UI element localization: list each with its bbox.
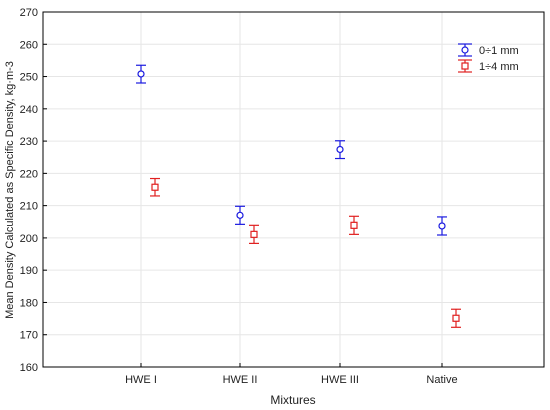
y-tick-label: 220 — [20, 168, 38, 180]
data-point-circle — [336, 145, 344, 154]
legend-item-0: 0÷1 mm — [458, 43, 519, 57]
y-tick-label: 250 — [20, 72, 38, 84]
x-tick-label: Native — [426, 374, 457, 386]
legend-label: 1÷4 mm — [479, 61, 519, 73]
y-tick-label: 240 — [20, 104, 38, 116]
legend-marker-square — [461, 62, 469, 70]
data-point-square — [151, 183, 159, 191]
y-axis-title: Mean Density Calculated as Specific Dens… — [4, 61, 16, 319]
y-tick-label: 180 — [20, 297, 38, 309]
y-tick-label: 170 — [20, 330, 38, 342]
series-1 — [150, 177, 461, 328]
legend-item-1: 1÷4 mm — [458, 59, 519, 73]
y-tick-label: 210 — [20, 201, 38, 213]
y-tick-label: 230 — [20, 136, 38, 148]
x-tick-label: HWE III — [321, 374, 359, 386]
data-point-square — [350, 221, 358, 229]
x-tick-label: HWE I — [125, 374, 157, 386]
x-tick-label: HWE II — [223, 374, 258, 386]
x-axis-ticks: HWE I HWE II HWE III Native — [125, 363, 458, 386]
data-point-circle — [438, 222, 446, 230]
data-marks — [136, 64, 461, 328]
data-point-circle — [236, 211, 244, 219]
y-tick-label: 200 — [20, 233, 38, 245]
y-tick-label: 260 — [20, 39, 38, 51]
plot-frame — [42, 11, 545, 368]
data-point-square — [452, 314, 460, 322]
legend: 0÷1 mm 1÷4 mm — [458, 43, 519, 73]
data-point-circle — [137, 70, 145, 78]
legend-marker-circle — [461, 46, 469, 54]
data-point-square — [250, 230, 258, 238]
y-tick-label: 160 — [20, 362, 38, 374]
y-tick-label: 190 — [20, 265, 38, 277]
y-tick-label: 270 — [20, 7, 38, 19]
legend-label: 0÷1 mm — [479, 45, 519, 57]
grid-layer — [43, 12, 544, 367]
y-axis-ticks: 160 170 180 190 200 210 220 230 240 250 260 270 — [20, 7, 47, 374]
x-axis-title: Mixtures — [270, 393, 315, 407]
series-0 — [136, 64, 447, 236]
